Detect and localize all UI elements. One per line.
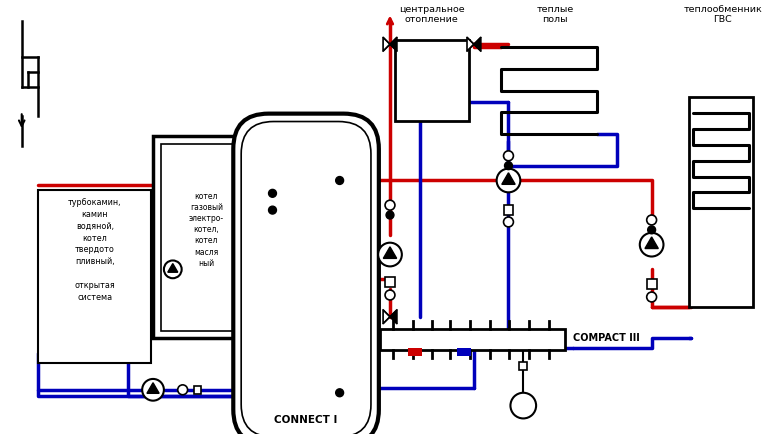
Circle shape [336,177,343,184]
Circle shape [269,206,276,214]
Bar [647,279,657,289]
Circle shape [505,162,512,170]
Circle shape [385,290,395,300]
Polygon shape [502,173,515,184]
Circle shape [647,226,656,234]
Circle shape [497,169,520,192]
Polygon shape [167,264,177,272]
Text: COMPACT III: COMPACT III [573,333,640,343]
Bar [408,348,422,356]
Bar [380,329,564,350]
Circle shape [504,217,514,227]
Circle shape [647,215,657,225]
Bar [457,348,471,356]
Polygon shape [383,310,390,324]
Text: теплые
полы: теплые полы [536,5,574,24]
Circle shape [177,385,187,395]
Circle shape [378,243,402,267]
Circle shape [269,189,276,197]
Bar [161,144,252,330]
Text: CONNECT I: CONNECT I [274,416,338,426]
Circle shape [640,233,664,257]
Polygon shape [390,310,397,324]
Text: котел
газовый
электро-
котел,
котел
масля
ный: котел газовый электро- котел, котел масл… [189,192,224,267]
Circle shape [336,389,343,397]
Text: центральное
отопление: центральное отопление [399,5,465,24]
Polygon shape [383,247,396,258]
Circle shape [142,379,164,401]
Bar [519,362,527,370]
Bar [385,277,395,287]
Polygon shape [645,237,658,249]
FancyBboxPatch shape [241,121,371,437]
Polygon shape [383,37,390,51]
Circle shape [504,151,514,161]
Bar [689,97,753,307]
Polygon shape [467,37,474,51]
Polygon shape [390,37,397,51]
Circle shape [385,200,395,210]
Bar [38,191,151,363]
Bar [395,40,469,121]
Text: турбокамин,
камин
водяной,
котел
твердото
пливный,

открытая
система: турбокамин, камин водяной, котел твердот… [68,198,121,302]
FancyBboxPatch shape [233,114,379,437]
Bar [153,136,260,339]
Bar [194,386,201,394]
Polygon shape [147,383,159,393]
Circle shape [511,393,536,419]
Text: теплообменник
ГВС: теплообменник ГВС [684,5,762,24]
Circle shape [386,211,394,219]
Bar [504,205,514,215]
Polygon shape [474,37,481,51]
Circle shape [164,260,182,278]
Circle shape [647,292,657,302]
